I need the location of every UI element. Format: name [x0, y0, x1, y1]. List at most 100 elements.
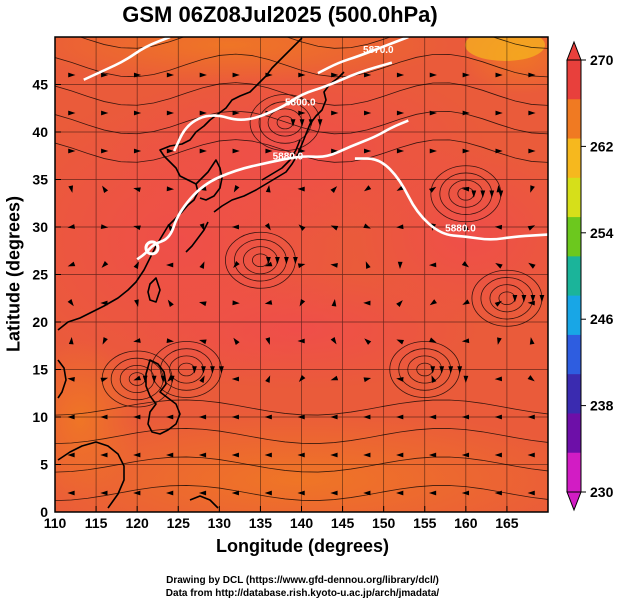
wind-arrowhead — [330, 452, 338, 458]
y-tick-label: 35 — [32, 172, 48, 188]
x-tick-label: 150 — [372, 515, 396, 531]
wind-arrowhead — [539, 295, 545, 303]
field-yellow-ne — [465, 37, 545, 61]
y-tick-label: 40 — [32, 124, 48, 140]
wind-arrowhead — [495, 263, 503, 269]
wind-arrowhead — [290, 119, 296, 127]
coastline-indochina — [57, 359, 67, 399]
wind-arrowhead — [495, 110, 503, 116]
wind-arrowhead — [166, 72, 175, 78]
x-tick-label: 110 — [44, 515, 67, 531]
x-tick-label: 120 — [125, 515, 149, 531]
wind-arrowhead — [265, 148, 273, 154]
wind-arrowhead — [100, 452, 108, 458]
wind-arrowhead — [430, 366, 436, 374]
wind-arrowhead — [429, 299, 437, 306]
wind-arrowhead — [166, 110, 175, 116]
wind-arrowhead — [231, 376, 239, 382]
wind-arrowhead — [231, 490, 239, 496]
colorbar-cell — [567, 374, 581, 414]
wind-arrowhead — [363, 377, 372, 383]
wind-arrowhead — [527, 490, 535, 496]
coastline-new-guinea — [189, 495, 219, 509]
colorbar-cell — [567, 413, 581, 454]
wind-arrowhead — [297, 338, 305, 344]
y-tick-label: 5 — [40, 457, 48, 473]
wind-arrowhead — [198, 452, 207, 458]
wind-arrowhead — [67, 490, 75, 496]
wind-arrowhead — [494, 376, 503, 382]
wind-arrowhead — [308, 119, 314, 127]
wind-arrowhead — [232, 72, 240, 78]
wind-arrowhead — [431, 375, 437, 383]
wind-arrowhead — [232, 300, 240, 306]
wind-arrowhead — [397, 261, 403, 269]
low-center-marker — [144, 240, 160, 256]
wind-arrowhead — [166, 186, 175, 192]
wind-arrowhead — [201, 366, 206, 374]
wind-arrowhead — [232, 110, 240, 116]
wind-arrowhead — [428, 490, 437, 496]
wind-arrowhead — [100, 490, 108, 496]
wind-arrowhead — [396, 377, 404, 382]
height-contours: 5800.0 5880.0 5880.0 5870.0 — [83, 37, 548, 261]
wind-arrowhead — [317, 119, 323, 127]
coastline-philippines — [145, 359, 181, 435]
wind-arrowhead — [265, 185, 271, 193]
wind-arrowhead — [429, 110, 437, 116]
wind-arrowhead — [67, 452, 75, 458]
wind-arrowhead — [396, 148, 405, 154]
y-tick-label: 15 — [32, 362, 48, 378]
wind-arrowhead — [528, 110, 536, 116]
wind-arrowhead — [364, 338, 372, 345]
wind-arrowhead — [293, 257, 298, 265]
credit-dcl: Drawing by DCL (https://www.gfd-dennou.o… — [166, 575, 439, 586]
wind-arrowhead — [498, 190, 504, 198]
wind-arrowhead — [457, 366, 463, 374]
wind-arrowhead — [529, 337, 535, 345]
wind-arrowhead — [101, 72, 109, 78]
wind-arrowhead — [133, 490, 141, 496]
wind-arrowhead — [494, 452, 502, 458]
coastline-japan — [213, 71, 345, 213]
wind-arrowhead — [461, 490, 470, 496]
wind-arrowhead — [151, 375, 157, 383]
y-tick-label: 45 — [32, 77, 48, 93]
wind-arrowhead — [160, 375, 166, 383]
wind-arrowhead — [166, 338, 175, 343]
wind-arrowhead — [67, 261, 76, 267]
wind-arrowhead — [471, 190, 477, 198]
wind-arrowhead — [101, 148, 109, 154]
wind-arrowhead — [527, 300, 535, 306]
wind-arrowhead — [133, 72, 142, 78]
wind-arrowhead — [68, 148, 76, 154]
field-warm-core-south — [120, 270, 480, 390]
wind-arrowhead — [297, 186, 305, 192]
wind-arrowhead — [330, 375, 339, 381]
wind-arrowhead — [495, 148, 503, 154]
contour-line — [354, 157, 548, 241]
x-tick-label: 135 — [249, 515, 273, 531]
wind-arrowhead — [265, 72, 273, 78]
wind-arrowhead — [489, 190, 495, 198]
colorbar-cell — [567, 256, 581, 297]
colorbar-top-cap — [566, 40, 582, 61]
wind-arrowhead — [480, 190, 486, 198]
colorbar-cell — [567, 452, 581, 493]
wind-arrowhead — [233, 185, 240, 193]
wind-arrowhead — [298, 148, 306, 154]
coastlines — [57, 37, 345, 509]
wind-arrowhead — [527, 452, 535, 458]
colorbar: 270 262 254 246 238 230 — [566, 40, 614, 512]
x-tick-label: 145 — [331, 515, 355, 531]
wind-arrowhead — [284, 257, 289, 265]
wind-arrowhead — [298, 224, 306, 231]
wind-arrowhead — [133, 452, 141, 458]
wind-arrowhead — [210, 366, 215, 374]
wind-arrowhead — [198, 490, 207, 496]
y-tick-label: 25 — [32, 267, 48, 283]
wind-arrowhead — [331, 299, 337, 307]
wind-arrowhead — [429, 148, 437, 154]
wind-arrowhead — [219, 366, 224, 374]
wind-arrowhead — [331, 148, 339, 154]
